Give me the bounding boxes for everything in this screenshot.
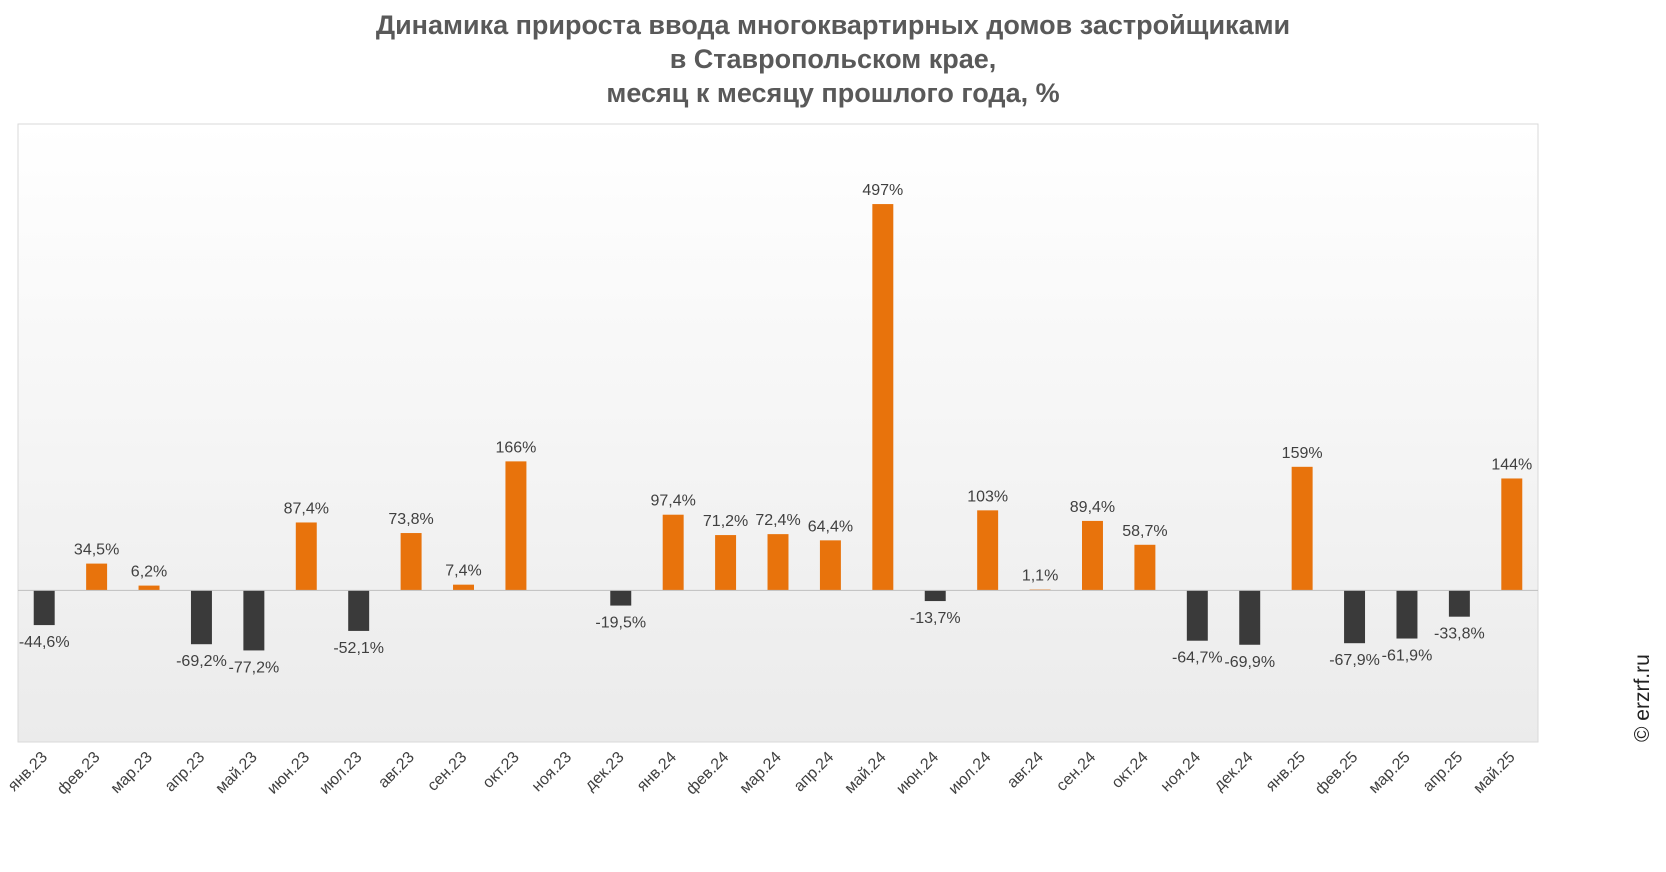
bar-май.23 <box>243 590 265 651</box>
bar-июн.24 <box>924 590 946 602</box>
bar-янв.23 <box>33 590 55 626</box>
value-label-мар.23: 6,2% <box>131 564 167 581</box>
bar-окт.23 <box>505 461 527 591</box>
bar-авг.23 <box>400 533 422 591</box>
category-label-фев.23: фев.23 <box>54 749 103 798</box>
bar-мар.25 <box>1396 590 1418 639</box>
category-label-авг.23: авг.23 <box>375 749 418 792</box>
bar-янв.25 <box>1291 466 1313 591</box>
bar-мар.24 <box>767 534 789 591</box>
category-label-авг.24: авг.24 <box>1004 749 1047 792</box>
category-label-июл.24: июл.24 <box>946 749 995 798</box>
category-label-май.24: май.24 <box>842 749 890 797</box>
category-label-сен.23: сен.23 <box>424 749 470 795</box>
bar-апр.24 <box>819 540 841 591</box>
chart-title-line-1: Динамика прироста ввода многоквартирных … <box>375 10 1291 40</box>
value-label-апр.25: -33,8% <box>1434 626 1485 643</box>
value-label-фев.23: 34,5% <box>74 542 119 559</box>
bar-июл.23 <box>348 590 370 631</box>
category-label-май.25: май.25 <box>1470 749 1518 797</box>
value-label-июн.23: 87,4% <box>284 500 329 517</box>
bar-сен.24 <box>1082 520 1103 591</box>
value-label-дек.24: -69,9% <box>1224 654 1275 671</box>
value-label-апр.24: 64,4% <box>808 518 853 535</box>
bar-фев.24 <box>715 535 737 591</box>
value-label-фев.25: -67,9% <box>1329 652 1380 669</box>
category-label-ноя.24: ноя.24 <box>1158 749 1204 795</box>
value-label-июл.23: -52,1% <box>333 640 384 657</box>
category-label-янв.24: янв.24 <box>634 749 680 795</box>
bar-дек.23 <box>610 590 632 606</box>
category-label-июн.24: июн.24 <box>893 749 942 798</box>
value-label-янв.23: -44,6% <box>19 634 70 651</box>
bar-июн.23 <box>295 522 317 591</box>
bar-янв.24 <box>662 514 684 591</box>
bar-июл.24 <box>977 510 999 591</box>
category-label-апр.24: апр.24 <box>791 749 838 796</box>
value-label-июл.24: 103% <box>967 488 1008 505</box>
bar-май.25 <box>1501 478 1523 591</box>
value-label-авг.24: 1,1% <box>1022 568 1058 585</box>
value-label-ноя.24: -64,7% <box>1172 650 1223 667</box>
value-label-июн.24: -13,7% <box>910 610 961 627</box>
value-label-сен.23: 7,4% <box>445 563 481 580</box>
bars-group <box>33 204 1523 651</box>
category-label-мар.23: мар.23 <box>108 749 156 797</box>
category-label-фев.24: фев.24 <box>683 749 732 798</box>
plot-area <box>17 123 1539 743</box>
category-label-дек.23: дек.23 <box>582 749 628 795</box>
category-label-фев.25: фев.25 <box>1312 749 1361 798</box>
category-label-ноя.23: ноя.23 <box>529 749 575 795</box>
category-label-апр.23: апр.23 <box>162 749 209 796</box>
value-label-май.24: 497% <box>862 182 903 199</box>
chart-title: Динамика прироста ввода многоквартирных … <box>0 8 1666 110</box>
bar-сен.23 <box>453 584 474 591</box>
category-label-мар.24: мар.24 <box>737 749 785 797</box>
category-label-мар.25: мар.25 <box>1366 749 1414 797</box>
value-label-янв.25: 159% <box>1282 445 1323 462</box>
bar-апр.25 <box>1448 590 1470 617</box>
value-label-окт.24: 58,7% <box>1122 523 1167 540</box>
value-label-авг.23: 73,8% <box>388 511 433 528</box>
value-label-мар.25: -61,9% <box>1382 648 1433 665</box>
value-label-сен.24: 89,4% <box>1070 499 1115 516</box>
value-label-май.23: -77,2% <box>229 659 280 676</box>
category-label-апр.25: апр.25 <box>1420 749 1467 796</box>
value-label-мар.24: 72,4% <box>755 512 800 529</box>
watermark: © erzrf.ru <box>1631 654 1654 742</box>
bar-ноя.24 <box>1186 590 1208 641</box>
bar-май.24 <box>872 204 894 591</box>
category-label-дек.24: дек.24 <box>1211 749 1257 795</box>
chart-title-line-2: в Ставропольском крае, <box>669 44 997 74</box>
category-label-июл.23: июл.23 <box>317 749 366 798</box>
bar-апр.23 <box>190 590 212 645</box>
value-label-апр.23: -69,2% <box>176 653 227 670</box>
value-label-янв.24: 97,4% <box>650 493 695 510</box>
bar-мар.23 <box>138 585 160 591</box>
category-label-сен.24: сен.24 <box>1053 749 1099 795</box>
value-label-фев.24: 71,2% <box>703 513 748 530</box>
category-label-янв.23: янв.23 <box>5 749 51 795</box>
category-label-июн.23: июн.23 <box>264 749 313 798</box>
bar-окт.24 <box>1134 544 1156 591</box>
value-label-дек.23: -19,5% <box>595 615 646 632</box>
bar-фев.23 <box>86 563 108 591</box>
category-label-окт.23: окт.23 <box>480 749 523 792</box>
bar-дек.24 <box>1239 590 1261 645</box>
category-label-янв.25: янв.25 <box>1263 749 1309 795</box>
category-label-май.23: май.23 <box>213 749 261 797</box>
value-label-окт.23: 166% <box>495 439 536 456</box>
value-label-май.25: 144% <box>1491 456 1532 473</box>
category-labels-group: янв.23 фев.23 мар.23 апр.23 май.23 июн.23 июл.… <box>5 749 1519 798</box>
value-labels-group: -44,6% 34,5% 6,2% -69,2% -77,2% 87,4% -52,1% 73… <box>19 182 1532 676</box>
chart-title-line-3: месяц к месяцу прошлого года, % <box>606 78 1060 108</box>
bar-фев.25 <box>1344 590 1366 644</box>
category-label-окт.24: окт.24 <box>1109 749 1152 792</box>
